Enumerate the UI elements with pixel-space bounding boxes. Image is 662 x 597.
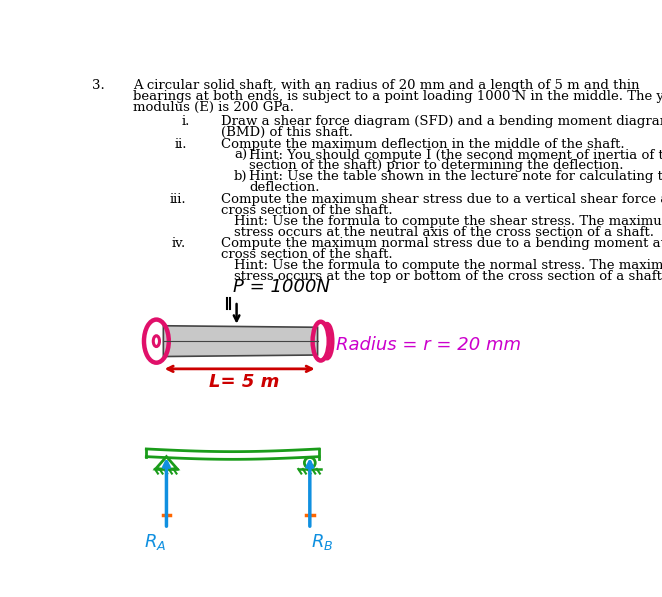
Text: b): b) [234,170,248,183]
Text: Hint: Use the table shown in the lecture note for calculating the: Hint: Use the table shown in the lecture… [250,170,662,183]
Text: (BMD) of this shaft.: (BMD) of this shaft. [220,125,353,139]
Text: Compute the maximum deflection in the middle of the shaft.: Compute the maximum deflection in the mi… [220,138,624,151]
Text: Compute the maximum normal stress due to a bending moment at a: Compute the maximum normal stress due to… [220,237,662,250]
Text: $R_A$: $R_A$ [144,532,166,552]
Text: Compute the maximum shear stress due to a vertical shear force at a: Compute the maximum shear stress due to … [220,193,662,207]
Text: cross section of the shaft.: cross section of the shaft. [220,248,393,261]
Text: stress occurs at the neutral axis of the cross section of a shaft.: stress occurs at the neutral axis of the… [234,226,654,239]
Text: Hint: You should compute I (the second moment of inertia of the cross-: Hint: You should compute I (the second m… [250,149,662,162]
Text: section of the shaft) prior to determining the deflection.: section of the shaft) prior to determini… [250,159,624,173]
Text: bearings at both ends, is subject to a point loading 1000 N in the middle. The y: bearings at both ends, is subject to a p… [133,90,662,103]
Text: modulus (E) is 200 GPa.: modulus (E) is 200 GPa. [133,101,294,114]
Text: deflection.: deflection. [250,181,320,194]
Text: Radius = r = 20 mm: Radius = r = 20 mm [336,336,521,354]
Text: a): a) [234,149,247,162]
Text: 3.: 3. [92,79,105,93]
Text: stress occurs at the top or bottom of the cross section of a shaft.: stress occurs at the top or bottom of th… [234,269,662,282]
Polygon shape [164,326,318,356]
Text: i.: i. [182,115,191,128]
Text: cross section of the shaft.: cross section of the shaft. [220,204,393,217]
Text: iii.: iii. [169,193,186,207]
Text: Hint: Use the formula to compute the shear stress. The maximum shear: Hint: Use the formula to compute the she… [234,215,662,228]
Text: $R_B$: $R_B$ [311,532,334,552]
Text: Hint: Use the formula to compute the normal stress. The maximum normal: Hint: Use the formula to compute the nor… [234,259,662,272]
Text: A circular solid shaft, with an radius of 20 mm and a length of 5 m and thin: A circular solid shaft, with an radius o… [133,79,639,93]
Text: ii.: ii. [175,138,187,151]
Text: L= 5 m: L= 5 m [209,374,279,392]
Text: iv.: iv. [172,237,186,250]
Text: Draw a shear force diagram (SFD) and a bending moment diagram: Draw a shear force diagram (SFD) and a b… [220,115,662,128]
Text: P = 1000N: P = 1000N [234,278,330,297]
